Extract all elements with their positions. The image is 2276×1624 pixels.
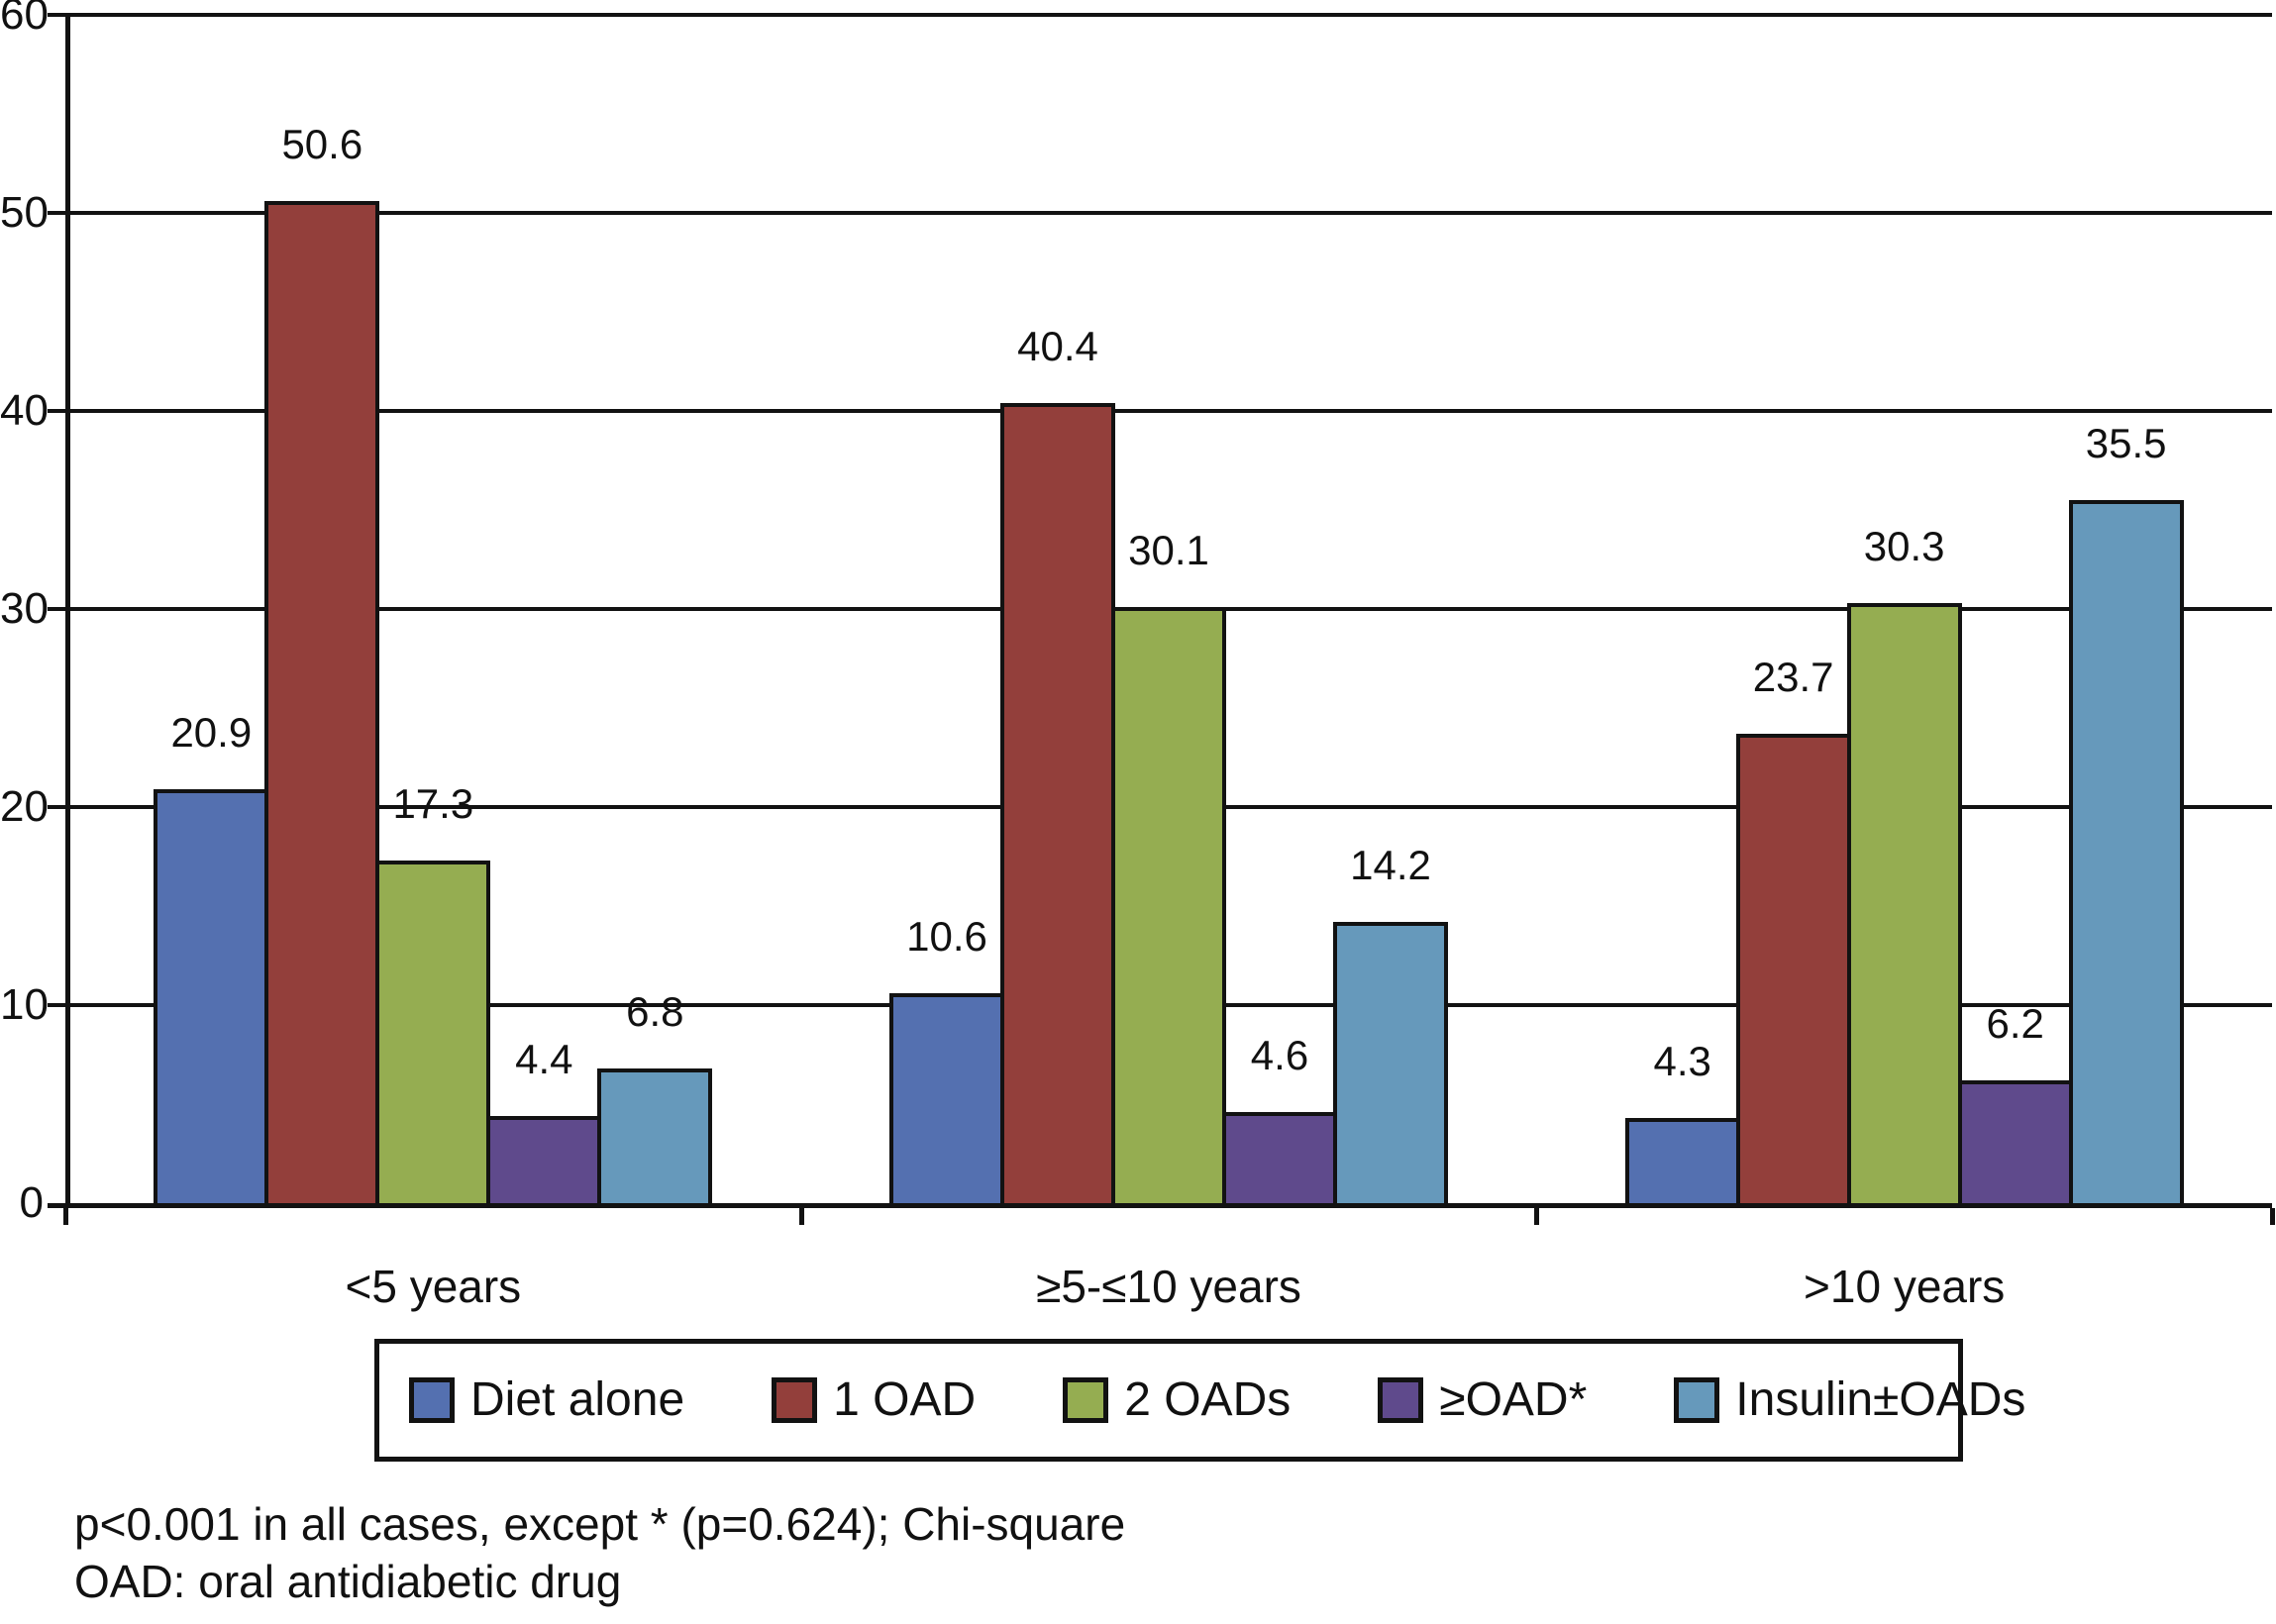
y-tick-label: 50 [0, 188, 49, 237]
y-tick-label: 20 [0, 782, 49, 831]
bar-value-label: 14.2 [1350, 842, 1431, 888]
gridline [48, 409, 2272, 413]
bar-2-oads [375, 861, 491, 1207]
legend: Diet alone 1 OAD 2 OADs ≥OAD* Insulin±OADs [374, 1339, 2025, 1462]
bar-2-oads [1111, 607, 1226, 1207]
legend-swatch-icon [1063, 1377, 1109, 1423]
bar-value-label: 40.4 [1017, 323, 1098, 369]
bar-insulin-oads [597, 1068, 713, 1207]
y-tick-label: 60 [0, 0, 49, 39]
y-tick-label: 0 [19, 1178, 44, 1227]
bar-insulin-oads [2068, 500, 2184, 1207]
legend-swatch-icon [1378, 1377, 1424, 1423]
y-axis [65, 15, 70, 1208]
legend-label: Insulin±OADs [1735, 1373, 2026, 1426]
bar-diet-alone [154, 789, 269, 1207]
bar-diet-alone [889, 993, 1004, 1207]
x-axis-tick [798, 1208, 804, 1225]
bar-1-oad [264, 201, 380, 1207]
bar-value-label: 35.5 [2085, 420, 2167, 466]
bar-value-label: 17.3 [392, 780, 474, 827]
bar-value-label: 23.7 [1752, 654, 1834, 700]
bar-value-label: 50.6 [281, 121, 363, 167]
bar-diet-alone [1624, 1118, 1740, 1207]
bar-1-oad [1000, 403, 1115, 1207]
bar-value-label: 6.2 [1986, 1000, 2044, 1047]
legend-swatch-icon [409, 1377, 455, 1423]
legend-item: 1 OAD [772, 1372, 976, 1428]
bar-insulin-oads [1333, 922, 1448, 1207]
x-axis-tick [1534, 1208, 1540, 1225]
legend-label: Diet alone [470, 1373, 685, 1426]
legend-item: Diet alone [409, 1372, 684, 1428]
gridline [48, 13, 2272, 17]
legend-label: 2 OADs [1124, 1373, 1292, 1426]
legend-label: ≥OAD* [1439, 1373, 1588, 1426]
legend-item: Insulin±OADs [1674, 1372, 2025, 1428]
bar-value-label: 30.3 [1863, 523, 1945, 569]
x-category-label: >10 years [1804, 1261, 2006, 1312]
x-category-label: ≥5-≤10 years [1036, 1261, 1301, 1312]
legend-swatch-icon [1674, 1377, 1720, 1423]
bar-2-oads [1846, 603, 1962, 1207]
footnotes: p<0.001 in all cases, except * (p=0.624)… [74, 1495, 1125, 1610]
bar-value-label: 30.1 [1128, 527, 1209, 573]
legend-label: 1 OAD [833, 1373, 977, 1426]
footnote-oad-definition: OAD: oral antidiabetic drug [74, 1556, 622, 1607]
y-tick-label: 10 [0, 980, 49, 1029]
bar-value-label: 4.6 [1250, 1032, 1309, 1078]
x-axis-tick [63, 1208, 68, 1225]
bar-value-label: 20.9 [170, 709, 253, 756]
bar-value-label: 10.6 [906, 913, 987, 960]
footnote-pvalue: p<0.001 in all cases, except * (p=0.624)… [74, 1498, 1126, 1550]
x-category-label: <5 years [345, 1261, 522, 1312]
bar-value-label: 4.4 [515, 1036, 573, 1082]
legend-item: 2 OADs [1063, 1372, 1291, 1428]
bar--oad- [1222, 1112, 1337, 1207]
bar-value-label: 4.3 [1653, 1038, 1711, 1084]
bar-value-label: 6.8 [626, 988, 684, 1035]
bar--oad- [1957, 1080, 2073, 1207]
gridline [48, 211, 2272, 215]
y-tick-label: 40 [0, 386, 49, 435]
legend-swatch-icon [772, 1377, 818, 1423]
bar--oad- [486, 1116, 602, 1207]
x-axis-tick [2270, 1208, 2275, 1225]
bar-1-oad [1735, 734, 1851, 1207]
y-tick-label: 30 [0, 584, 49, 633]
legend-item: ≥OAD* [1378, 1372, 1587, 1428]
